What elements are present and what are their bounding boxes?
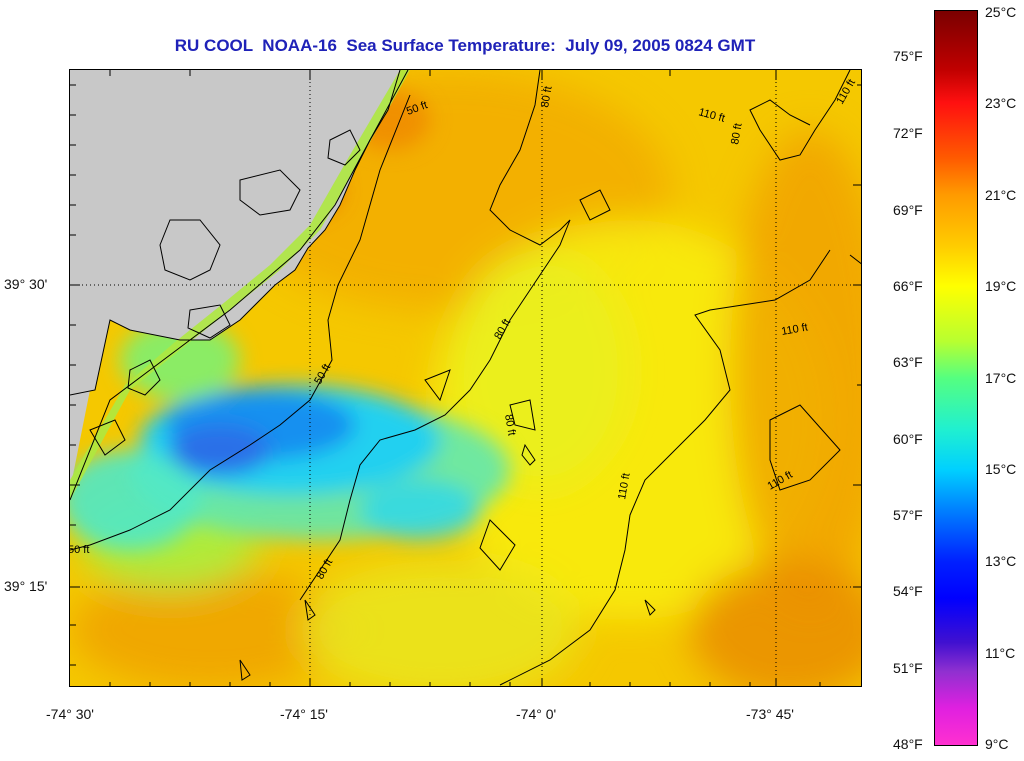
colorbar-fahrenheit-label: 72°F bbox=[893, 125, 923, 141]
longitude-label: -74° 15' bbox=[280, 706, 328, 722]
latitude-label: 39° 30' bbox=[4, 276, 48, 292]
longitude-label: -74° 30' bbox=[46, 706, 94, 722]
colorbar-fahrenheit-label: 69°F bbox=[893, 202, 923, 218]
temperature-field bbox=[70, 70, 861, 686]
colorbar-celsius-label: 17°C bbox=[985, 370, 1017, 386]
contour-110ft-b bbox=[499, 249, 861, 686]
colorbar-celsius-label: 9°C bbox=[985, 736, 1009, 752]
colorbar-celsius-label: 23°C bbox=[985, 95, 1017, 111]
frame-ticks bbox=[70, 70, 861, 686]
contour-80ft bbox=[299, 70, 571, 601]
contour-50ft bbox=[70, 94, 411, 551]
graticule bbox=[70, 70, 861, 686]
latitude-label: 39° 15' bbox=[4, 578, 48, 594]
colorbar-fahrenheit-label: 66°F bbox=[893, 278, 923, 294]
colorbar-celsius-label: 19°C bbox=[985, 278, 1017, 294]
contour-80ft-c bbox=[509, 399, 536, 431]
sst-map-canvas: 50 ft 80 ft 110 ft 80 ft 110 ft 80 ft 11… bbox=[70, 70, 861, 686]
colorbar-fahrenheit-label: 48°F bbox=[893, 736, 923, 752]
land-mass bbox=[70, 70, 400, 395]
colorbar-celsius-label: 25°C bbox=[985, 4, 1017, 20]
contour-110ft bbox=[749, 70, 851, 161]
temperature-colorbar bbox=[934, 10, 978, 746]
colorbar-fahrenheit-label: 75°F bbox=[893, 48, 923, 64]
contour-label: 110 ft bbox=[616, 472, 632, 500]
sst-map[interactable]: 50 ft 80 ft 110 ft 80 ft 110 ft 80 ft 11… bbox=[69, 69, 862, 687]
depth-contours bbox=[70, 70, 861, 686]
colorbar-fahrenheit-label: 63°F bbox=[893, 354, 923, 370]
colorbar-fahrenheit-label: 57°F bbox=[893, 507, 923, 523]
chart-title: RU COOL NOAA-16 Sea Surface Temperature:… bbox=[174, 36, 756, 55]
contour-80ft-b bbox=[579, 189, 611, 221]
contour-label: 80 ft bbox=[539, 85, 555, 108]
colorbar-celsius-label: 21°C bbox=[985, 187, 1017, 203]
colorbar-fahrenheit-label: 54°F bbox=[893, 583, 923, 599]
colorbar-celsius-label: 13°C bbox=[985, 553, 1017, 569]
contour-110ft-c bbox=[769, 404, 841, 491]
cold-upwelling bbox=[70, 320, 510, 550]
contour-label: 80 ft bbox=[729, 122, 745, 145]
longitude-label: -74° 0' bbox=[516, 706, 557, 722]
colorbar-celsius-label: 15°C bbox=[985, 461, 1017, 477]
contour-110ft-d bbox=[479, 519, 516, 571]
colorbar-fahrenheit-label: 51°F bbox=[893, 660, 923, 676]
colorbar-fahrenheit-label: 60°F bbox=[893, 431, 923, 447]
contour-label: 110 ft bbox=[780, 321, 808, 337]
colorbar-celsius-label: 11°C bbox=[985, 645, 1016, 661]
contour-label: 50 ft bbox=[70, 544, 89, 556]
contour-label: 80 ft bbox=[502, 413, 518, 436]
longitude-label: -73° 45' bbox=[746, 706, 794, 722]
